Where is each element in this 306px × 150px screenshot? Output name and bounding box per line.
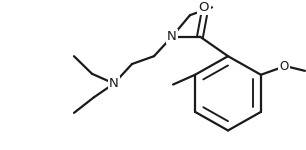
Text: O: O — [199, 1, 209, 14]
Text: N: N — [109, 77, 119, 90]
Text: O: O — [279, 60, 289, 74]
Text: N: N — [167, 30, 177, 43]
